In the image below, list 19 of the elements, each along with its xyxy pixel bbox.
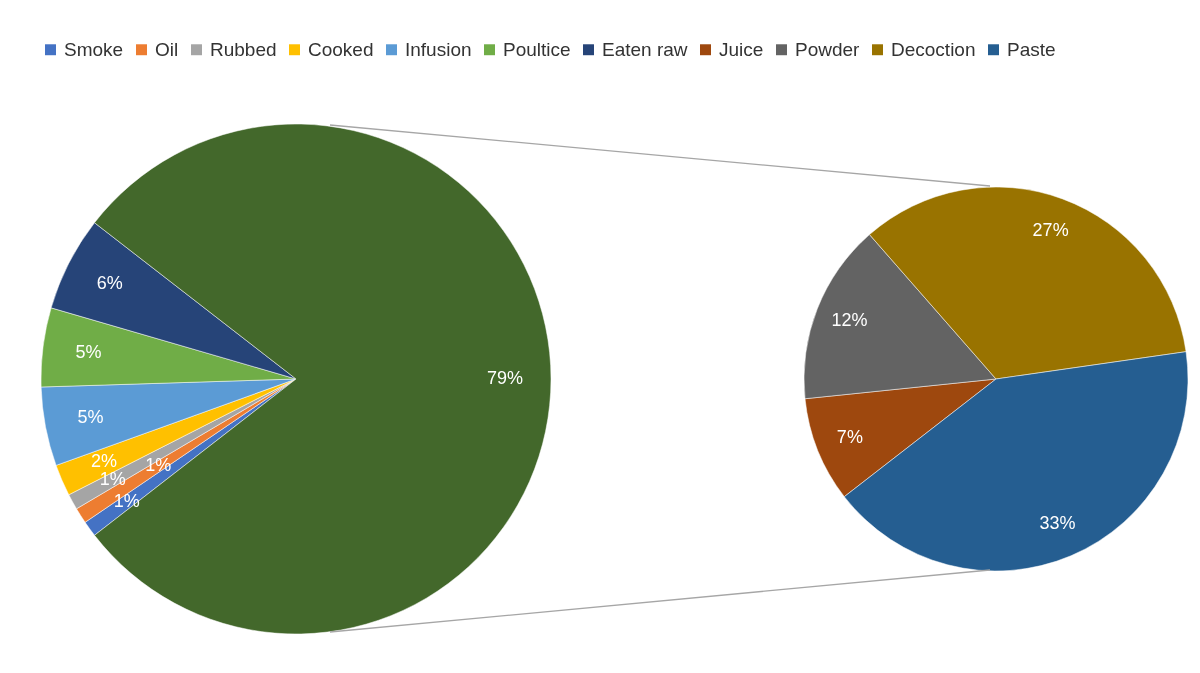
legend-label: Decoction: [891, 38, 976, 60]
legend-label: Oil: [155, 38, 179, 60]
data-label: 5%: [75, 341, 102, 362]
legend-label: Paste: [1007, 38, 1056, 60]
data-label: 12%: [831, 310, 868, 331]
legend-label: Juice: [719, 38, 764, 60]
data-label: 27%: [1032, 220, 1069, 241]
data-label: 7%: [836, 426, 863, 447]
data-label: 79%: [487, 368, 524, 388]
data-label: 5%: [77, 407, 104, 428]
data-label: 33%: [1039, 512, 1076, 533]
legend-label: Powder: [795, 38, 861, 60]
legend-label: Eaten raw: [602, 38, 688, 60]
legend-label: Infusion: [405, 38, 472, 60]
legend-label: Poultice: [503, 38, 571, 60]
legend-label: Smoke: [64, 38, 124, 60]
data-label: 6%: [96, 273, 123, 294]
legend-label: Rubbed: [210, 38, 277, 60]
legend-label: Cooked: [308, 38, 374, 60]
